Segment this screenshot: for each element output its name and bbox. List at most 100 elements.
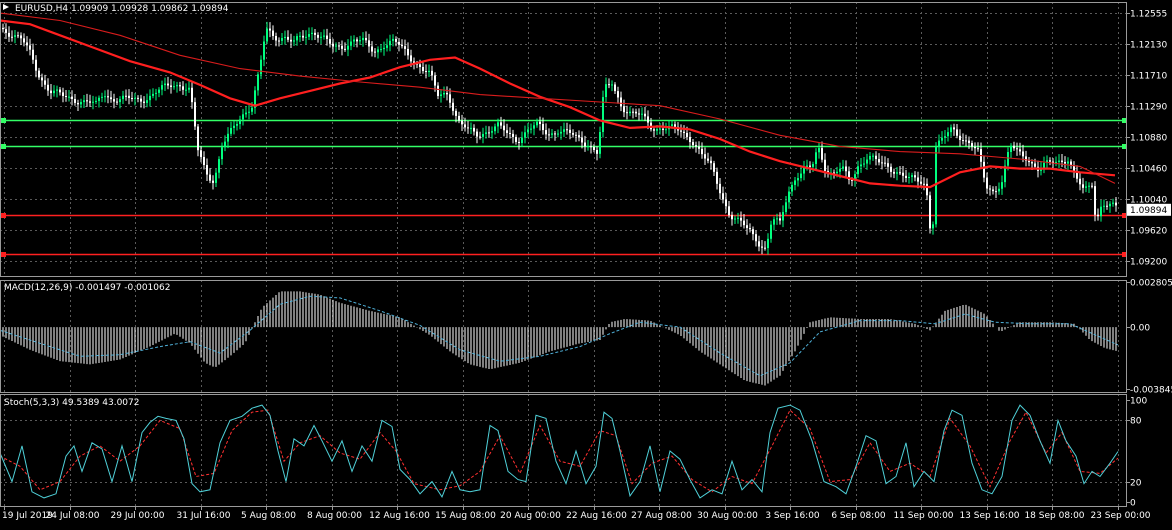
candle-body bbox=[929, 195, 931, 228]
level-handle-left[interactable] bbox=[1, 118, 6, 123]
candle-body bbox=[185, 90, 187, 91]
candle-body bbox=[923, 184, 925, 185]
candle-body bbox=[983, 162, 985, 178]
candle-body bbox=[326, 36, 328, 39]
level-handle-left[interactable] bbox=[1, 252, 6, 257]
candle-body bbox=[314, 33, 316, 35]
candle-body bbox=[176, 85, 178, 86]
candle-body bbox=[812, 164, 814, 167]
stoch-y-tick-label: 0 bbox=[1130, 499, 1136, 509]
candle-body bbox=[527, 129, 529, 132]
candle-body bbox=[377, 49, 379, 52]
candle-body bbox=[428, 71, 430, 72]
candle-body bbox=[209, 175, 211, 181]
candle-body bbox=[686, 133, 688, 137]
candle-body bbox=[311, 33, 313, 34]
candle-body bbox=[191, 88, 193, 102]
candle-body bbox=[1013, 146, 1015, 149]
candle-body bbox=[278, 41, 280, 42]
price-y-tick-label: 1.11290 bbox=[1130, 103, 1167, 113]
candle-body bbox=[194, 102, 196, 126]
candle-body bbox=[74, 99, 76, 103]
candle-body bbox=[1058, 161, 1060, 162]
candle-body bbox=[1109, 204, 1111, 206]
candle-body bbox=[80, 102, 82, 104]
candle-body bbox=[467, 127, 469, 128]
candle-body bbox=[470, 128, 472, 129]
candle-body bbox=[1061, 161, 1063, 162]
candle-body bbox=[803, 168, 805, 174]
stoch-signal-line bbox=[0, 410, 1118, 492]
price-panel[interactable] bbox=[0, 13, 1117, 255]
stochastic-panel[interactable] bbox=[0, 405, 1118, 498]
x-tick-label: 6 Sep 08:00 bbox=[831, 511, 886, 521]
candle-body bbox=[32, 50, 34, 60]
candle-body bbox=[206, 165, 208, 175]
level-handle-left[interactable] bbox=[1, 144, 6, 149]
candle-body bbox=[503, 126, 505, 131]
candle-body bbox=[791, 185, 793, 192]
candle-body bbox=[725, 199, 727, 206]
candle-body bbox=[641, 114, 643, 115]
candle-body bbox=[683, 132, 685, 133]
candle-body bbox=[35, 60, 37, 71]
candle-body bbox=[77, 103, 79, 104]
candle-body bbox=[263, 41, 265, 59]
candle-body bbox=[1016, 148, 1018, 149]
candle-body bbox=[116, 102, 118, 103]
macd-panel[interactable] bbox=[0, 291, 1118, 385]
candle-body bbox=[386, 45, 388, 48]
candle-body bbox=[545, 130, 547, 134]
current-price-label: 1.09894 bbox=[1130, 206, 1167, 216]
price-y-tick-label: 1.12555 bbox=[1130, 10, 1167, 20]
candle-body bbox=[260, 60, 262, 75]
candle-body bbox=[1022, 151, 1024, 156]
candle-body bbox=[1049, 160, 1051, 161]
price-panel-title: EURUSD,H4 1.09909 1.09928 1.09862 1.0989… bbox=[15, 4, 229, 14]
candle-body bbox=[221, 147, 223, 159]
candle-body bbox=[71, 97, 73, 99]
x-tick-label: 24 Jul 08:00 bbox=[46, 511, 100, 521]
candle-body bbox=[674, 124, 676, 127]
candle-body bbox=[524, 132, 526, 137]
candle-body bbox=[584, 142, 586, 146]
candle-body bbox=[581, 137, 583, 142]
candle-body bbox=[1079, 179, 1081, 185]
candle-body bbox=[302, 36, 304, 38]
candle-body bbox=[857, 166, 859, 174]
candle-body bbox=[407, 49, 409, 55]
candle-body bbox=[605, 84, 607, 97]
candle-body bbox=[1103, 206, 1105, 207]
candle-body bbox=[230, 128, 232, 134]
candle-body bbox=[869, 156, 871, 160]
level-handle-left[interactable] bbox=[1, 213, 6, 218]
x-tick-label: 29 Jul 00:00 bbox=[111, 511, 165, 521]
x-tick-label: 23 Sep 00:00 bbox=[1090, 511, 1150, 521]
candle-body bbox=[902, 173, 904, 176]
candle-body bbox=[179, 85, 181, 86]
candle-body bbox=[404, 46, 406, 49]
candle-body bbox=[446, 93, 448, 94]
candle-body bbox=[1001, 182, 1003, 189]
candle-body bbox=[86, 100, 88, 101]
x-tick-label: 22 Aug 16:00 bbox=[566, 511, 627, 521]
candle-body bbox=[590, 146, 592, 147]
fast-moving-average-line bbox=[0, 21, 1115, 188]
horizontal-levels-layer bbox=[0, 118, 1127, 257]
candle-body bbox=[692, 142, 694, 145]
x-tick-label: 15 Aug 08:00 bbox=[435, 511, 496, 521]
candle-body bbox=[638, 113, 640, 114]
candle-body bbox=[617, 91, 619, 97]
candle-body bbox=[701, 149, 703, 154]
candle-body bbox=[323, 36, 325, 37]
candle-body bbox=[1082, 184, 1084, 187]
candle-body bbox=[8, 33, 10, 37]
candle-body bbox=[575, 135, 577, 136]
candle-body bbox=[155, 93, 157, 94]
candle-body bbox=[1073, 165, 1075, 171]
candle-body bbox=[563, 129, 565, 132]
candle-body bbox=[1106, 206, 1108, 207]
candle-body bbox=[623, 106, 625, 112]
